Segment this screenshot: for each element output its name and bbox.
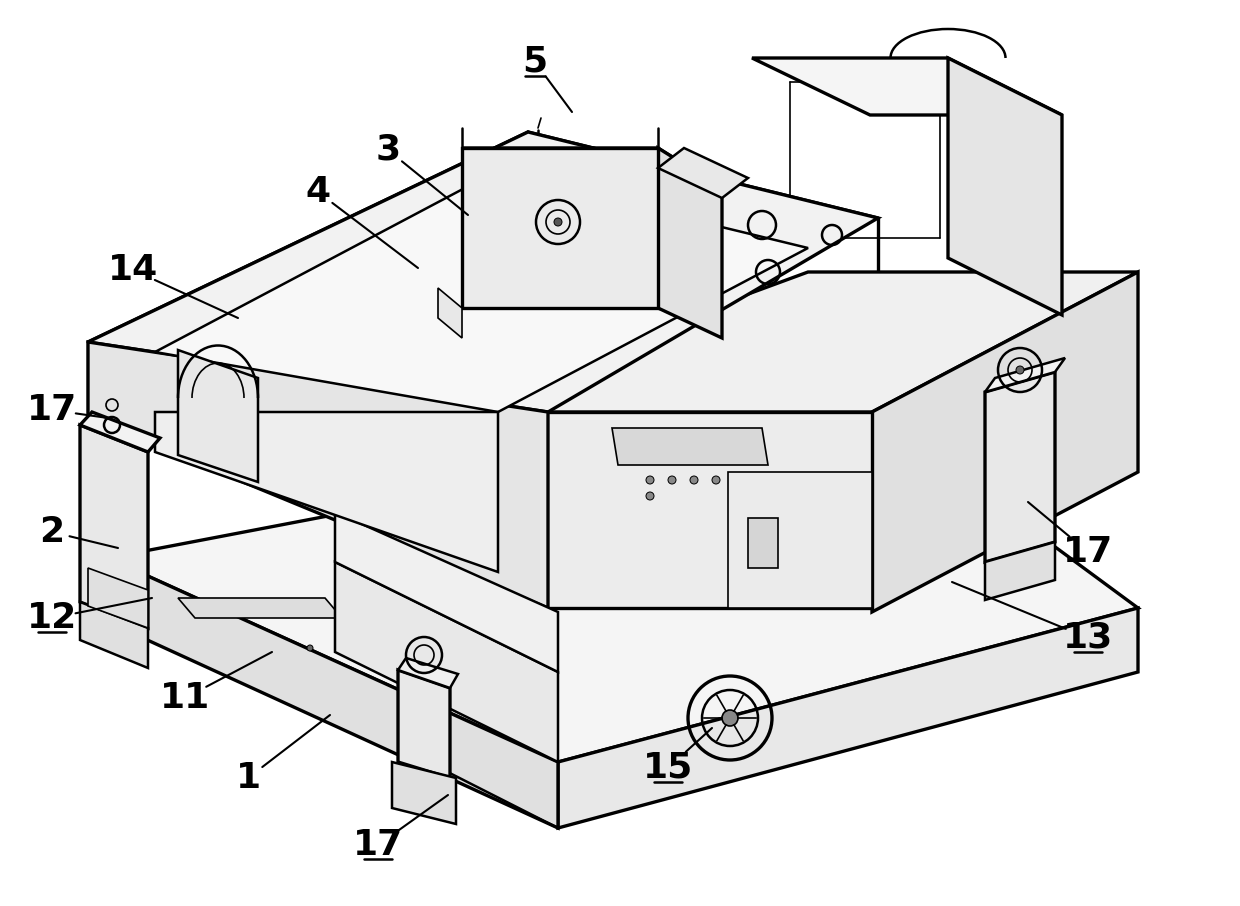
Polygon shape xyxy=(748,518,777,568)
Polygon shape xyxy=(88,342,548,608)
Polygon shape xyxy=(392,762,456,824)
Polygon shape xyxy=(155,412,498,572)
Text: 11: 11 xyxy=(160,681,210,715)
Text: 15: 15 xyxy=(642,751,693,785)
Polygon shape xyxy=(155,172,808,412)
Polygon shape xyxy=(398,658,458,688)
Polygon shape xyxy=(108,558,558,828)
Polygon shape xyxy=(558,608,1138,828)
Polygon shape xyxy=(179,598,342,618)
Text: 17: 17 xyxy=(353,828,403,862)
Polygon shape xyxy=(985,542,1055,600)
Text: 13: 13 xyxy=(1063,621,1114,655)
Circle shape xyxy=(554,218,562,226)
Polygon shape xyxy=(81,412,160,452)
Circle shape xyxy=(722,710,738,726)
Circle shape xyxy=(712,476,720,484)
Text: 17: 17 xyxy=(27,393,77,427)
Polygon shape xyxy=(179,350,258,482)
Circle shape xyxy=(646,476,653,484)
Polygon shape xyxy=(88,568,148,628)
Polygon shape xyxy=(438,288,463,338)
Polygon shape xyxy=(81,602,148,668)
Polygon shape xyxy=(658,148,748,198)
Polygon shape xyxy=(985,358,1065,392)
Polygon shape xyxy=(88,132,878,412)
Polygon shape xyxy=(463,148,658,308)
Polygon shape xyxy=(335,562,558,762)
Text: 12: 12 xyxy=(27,601,77,635)
Text: 3: 3 xyxy=(376,133,401,167)
Polygon shape xyxy=(463,148,722,188)
Polygon shape xyxy=(985,372,1055,562)
Text: 1: 1 xyxy=(236,761,260,795)
Circle shape xyxy=(646,492,653,500)
Polygon shape xyxy=(658,148,722,338)
Polygon shape xyxy=(872,272,1138,612)
Polygon shape xyxy=(398,670,450,778)
Circle shape xyxy=(668,476,676,484)
Polygon shape xyxy=(751,58,1061,115)
Circle shape xyxy=(1016,366,1024,374)
Polygon shape xyxy=(81,425,148,628)
Text: 2: 2 xyxy=(40,515,64,549)
Polygon shape xyxy=(348,618,463,632)
Text: 17: 17 xyxy=(1063,535,1114,569)
Polygon shape xyxy=(613,428,768,465)
Polygon shape xyxy=(335,512,558,672)
Polygon shape xyxy=(949,58,1061,315)
Polygon shape xyxy=(728,472,872,608)
Text: 4: 4 xyxy=(305,175,331,209)
Text: 14: 14 xyxy=(108,253,159,287)
Polygon shape xyxy=(428,272,1138,412)
Circle shape xyxy=(308,645,312,651)
Polygon shape xyxy=(428,412,872,608)
Circle shape xyxy=(689,476,698,484)
Polygon shape xyxy=(108,412,1138,762)
Text: 5: 5 xyxy=(522,45,548,79)
